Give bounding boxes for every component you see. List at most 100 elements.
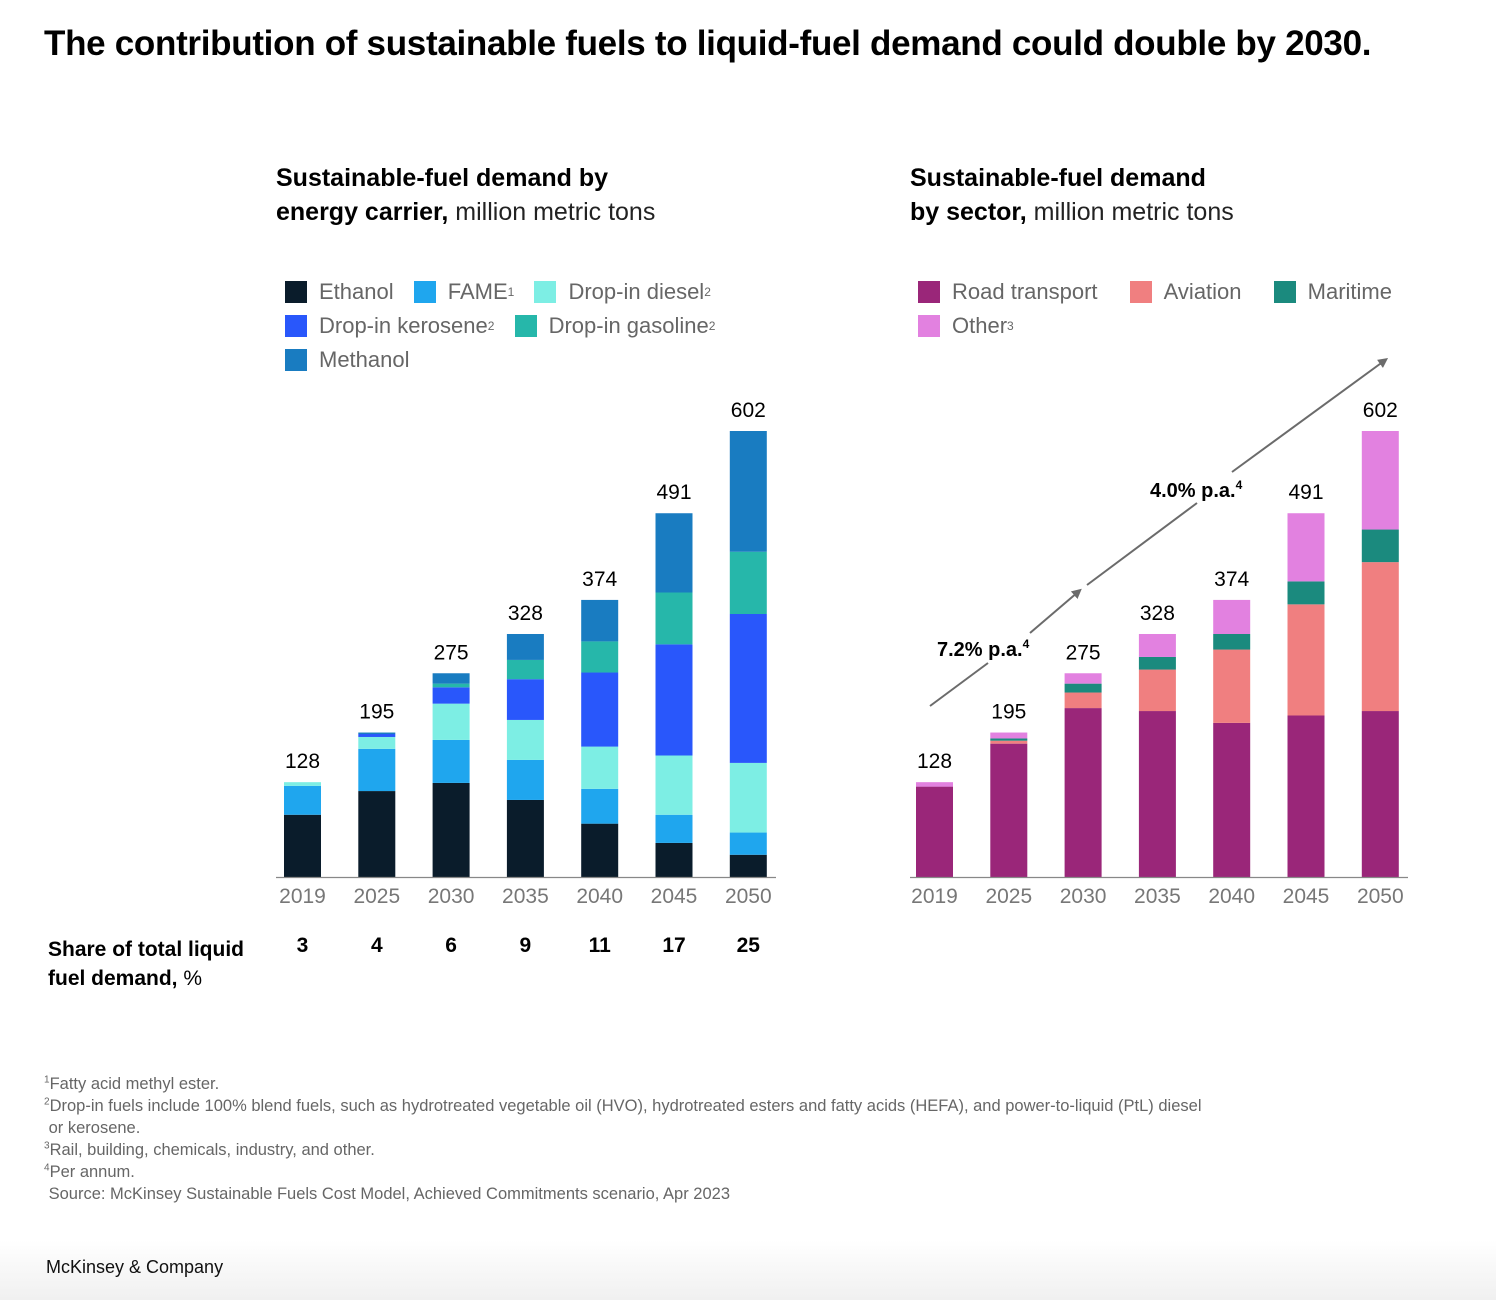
- bar-segment-other-2050: [1361, 431, 1399, 530]
- bar-segment-road-transport-2040: [1213, 722, 1251, 877]
- charts-canvas: 128 2019 195 2025 275 2030 328 2035 374 2040 491 20…: [276, 358, 1408, 908]
- bar-segment-ethanol-2045: [655, 842, 693, 877]
- bar-segment-fame-2019: [284, 785, 321, 815]
- bar-segment-drop-in-gasoline-2045: [655, 592, 693, 645]
- bar-segment-fame-2030: [432, 739, 470, 783]
- legend-item-methanol: Methanol: [285, 343, 410, 377]
- x-tick-label-2025: 2025: [985, 885, 1032, 908]
- legend-swatch: [1129, 281, 1152, 303]
- total-label-2019: 128: [917, 750, 952, 773]
- bar-segment-maritime-2045: [1287, 581, 1325, 605]
- legend-footnote-marker: 1: [507, 285, 515, 299]
- total-label-2025: 195: [359, 701, 394, 724]
- footnote-3: 3Rail, building, chemicals, industry, an…: [44, 1140, 375, 1159]
- bar-segment-drop-in-kerosene-2040: [581, 672, 619, 747]
- bar-segment-other-2040: [1213, 599, 1251, 634]
- legend-swatch: [413, 281, 436, 303]
- left-bar-chart: 128 2019 195 2025 275 2030 328 2035 374 2040 491 20…: [276, 399, 776, 908]
- legend-item-drop-in-gasoline: Drop-in gasoline 2: [514, 309, 715, 343]
- bar-segment-road-transport-2019: [916, 786, 953, 877]
- total-label-2025: 195: [991, 701, 1026, 724]
- bar-segment-ethanol-2040: [581, 823, 619, 877]
- total-label-2050: 602: [731, 399, 766, 422]
- bar-segment-drop-in-kerosene-2030: [432, 687, 470, 704]
- bar-segment-maritime-2025: [990, 738, 1028, 741]
- legend-item-drop-in-kerosene: Drop-in kerosene 2: [285, 309, 494, 343]
- x-tick-label-2045: 2045: [1283, 885, 1330, 908]
- bar-segment-road-transport-2035: [1138, 711, 1176, 877]
- bar-segment-drop-in-kerosene-2035: [506, 679, 544, 720]
- footnote-marker: 4: [1236, 478, 1243, 492]
- x-tick-label-2035: 2035: [502, 885, 549, 908]
- bar-segment-aviation-2050: [1361, 562, 1399, 712]
- brand-logo-text: McKinsey & Company: [46, 1257, 224, 1277]
- right-subtitle-line2: by sector,: [910, 198, 1027, 226]
- legend-label: Drop-in gasoline: [548, 313, 709, 338]
- footnote-2: 2Drop-in fuels include 100% blend fuels,…: [44, 1096, 1202, 1137]
- x-tick-label-2040: 2040: [1208, 885, 1255, 908]
- right-legend: Road transport Aviation Maritime Other 3: [918, 275, 1406, 343]
- growth-arrow-2-head: [1231, 358, 1389, 473]
- total-label-2030: 275: [434, 641, 469, 664]
- bar-segment-methanol-2045: [655, 513, 693, 593]
- bar-segment-ethanol-2019: [284, 814, 321, 877]
- x-tick-label-2050: 2050: [1357, 885, 1404, 908]
- x-tick-label-2040: 2040: [576, 885, 623, 908]
- footnotes: 1Fatty acid methyl ester. 2Drop-in fuels …: [44, 1073, 1404, 1205]
- legend-item-fame: FAME 1: [413, 275, 515, 309]
- footnote-4: 4Per annum.: [44, 1162, 135, 1181]
- bar-segment-drop-in-diesel-2050: [729, 762, 767, 833]
- growth-arrow-1-tail: [929, 662, 989, 707]
- bar-segment-fame-2050: [729, 832, 767, 855]
- share-value-2030: 6: [445, 934, 457, 957]
- growth-arrow-2-tail: [1086, 502, 1198, 586]
- bar-segment-methanol-2025: [358, 732, 396, 735]
- share-row-label-text: Share of total liquid fuel demand,: [48, 938, 245, 990]
- bar-segment-road-transport-2045: [1287, 715, 1325, 877]
- left-legend: Ethanol FAME 1 Drop-in diesel 2 Drop-in ke…: [285, 275, 729, 377]
- total-label-2045: 491: [1288, 481, 1323, 504]
- footnote-marker: 4: [1023, 637, 1030, 651]
- legend-footnote-marker: 2: [704, 285, 711, 299]
- bar-segment-drop-in-diesel-2025: [358, 736, 396, 749]
- bar-segment-maritime-2035: [1138, 656, 1176, 670]
- legend-item-maritime: Maritime: [1273, 275, 1392, 309]
- footer-bar: [0, 1240, 1496, 1300]
- legend-swatch: [285, 281, 307, 303]
- right-subtitle-line1: Sustainable-fuel demand: [910, 164, 1206, 192]
- legend-swatch: [285, 315, 307, 337]
- legend-swatch: [918, 281, 940, 303]
- bar-segment-drop-in-diesel-2035: [506, 719, 544, 760]
- right-chart-subtitle: Sustainable-fuel demand by sector, milli…: [910, 161, 1234, 229]
- legend-label: Drop-in kerosene: [319, 313, 488, 338]
- bar-segment-other-2030: [1064, 673, 1102, 684]
- x-tick-label-2050: 2050: [725, 885, 772, 908]
- x-tick-label-2019: 2019: [279, 885, 326, 908]
- share-value-2050: 25: [736, 934, 760, 957]
- share-value-2045: 17: [662, 934, 686, 957]
- bar-segment-maritime-2040: [1213, 633, 1251, 650]
- bar-segment-drop-in-kerosene-2025: [358, 734, 396, 737]
- share-row-label: Share of total liquid fuel demand, %: [48, 935, 248, 993]
- bar-segment-drop-in-kerosene-2045: [655, 644, 693, 756]
- bar-segment-aviation-2025: [990, 740, 1028, 744]
- total-label-2040: 374: [582, 568, 617, 591]
- right-bar-chart: 128 2019 195 2025 275 2030 328 2035 374 2040 491 20…: [910, 399, 1408, 908]
- right-subtitle-unit: million metric tons: [1026, 198, 1234, 226]
- bar-segment-other-2025: [990, 732, 1028, 739]
- total-label-2035: 328: [1140, 602, 1175, 625]
- bar-segment-road-transport-2025: [990, 743, 1028, 877]
- bar-segment-other-2045: [1287, 513, 1325, 582]
- legend-swatch: [1273, 281, 1296, 303]
- bar-segment-aviation-2045: [1287, 604, 1325, 716]
- bar-segment-drop-in-gasoline-2030: [432, 683, 470, 688]
- share-value-2025: 4: [370, 934, 383, 957]
- left-subtitle-unit: million metric tons: [448, 198, 656, 226]
- left-subtitle-line1: Sustainable-fuel demand by: [276, 164, 609, 192]
- legend-swatch: [514, 315, 537, 337]
- growth-rate-label-1: 7.2% p.a.4: [937, 637, 1030, 661]
- bar-segment-fame-2035: [506, 759, 544, 800]
- bar-segment-drop-in-diesel-2019: [284, 782, 321, 786]
- bar-segment-ethanol-2050: [729, 854, 767, 877]
- bar-segment-drop-in-diesel-2045: [655, 755, 693, 815]
